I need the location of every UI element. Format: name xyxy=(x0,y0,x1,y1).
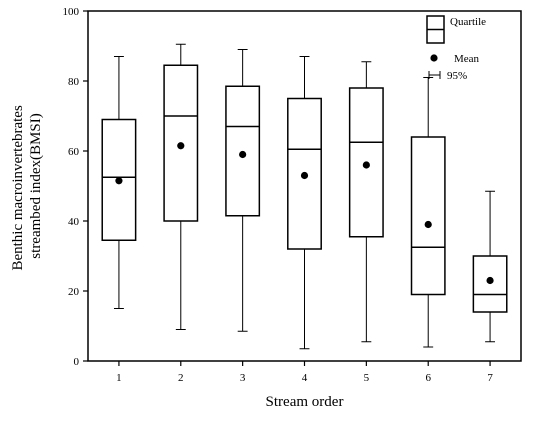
mean-point xyxy=(177,142,185,150)
mean-point xyxy=(239,150,247,159)
mean-point xyxy=(424,220,432,229)
y-tick-label: 40 xyxy=(68,216,80,228)
box-6 xyxy=(410,77,446,348)
legend-mean-label: Mean xyxy=(454,53,480,65)
legend-percentile-icon xyxy=(428,71,441,79)
y-axis-title: Benthic macroinvertebrates streambed ind… xyxy=(10,101,44,270)
y-tick-label: 60 xyxy=(68,146,80,158)
y-tick-label: 80 xyxy=(68,76,80,88)
y-tick-label: 100 xyxy=(63,6,80,18)
legend-quartile-label: Quartile xyxy=(450,16,486,28)
box-4 xyxy=(287,56,322,350)
quartile-box xyxy=(225,85,261,217)
y-axis: 0 20 40 60 80 100 xyxy=(63,6,88,368)
mean-point xyxy=(300,171,309,180)
quartile-box xyxy=(410,136,446,296)
x-tick-label: 2 xyxy=(178,372,184,384)
legend-mean-icon xyxy=(430,54,438,62)
box-7 xyxy=(472,190,508,343)
x-tick-label: 1 xyxy=(116,372,122,384)
box-2 xyxy=(163,43,199,330)
x-tick-label: 7 xyxy=(487,372,493,384)
mean-point xyxy=(362,161,370,169)
x-tick-label: 3 xyxy=(240,372,246,384)
box-1 xyxy=(101,56,137,309)
x-axis: 1 2 3 4 5 6 7 xyxy=(116,361,493,384)
y-tick-label: 20 xyxy=(68,286,80,298)
mean-point xyxy=(486,276,494,285)
x-tick-label: 4 xyxy=(302,372,308,384)
x-tick-label: 6 xyxy=(425,372,431,384)
x-tick-label: 5 xyxy=(364,372,370,384)
box-series xyxy=(101,43,508,350)
y-tick-label: 0 xyxy=(74,356,80,368)
legend: Quartile Mean 95% xyxy=(426,15,486,82)
y-axis-title-line-2: streambed index(BMSI) xyxy=(28,113,44,258)
y-axis-title-line-1: Benthic macroinvertebrates xyxy=(10,105,26,271)
mean-point xyxy=(115,177,123,185)
legend-percentile-label: 95% xyxy=(447,70,467,82)
x-axis-title: Stream order xyxy=(266,394,344,410)
box-5 xyxy=(348,61,384,343)
box-3 xyxy=(225,49,261,332)
